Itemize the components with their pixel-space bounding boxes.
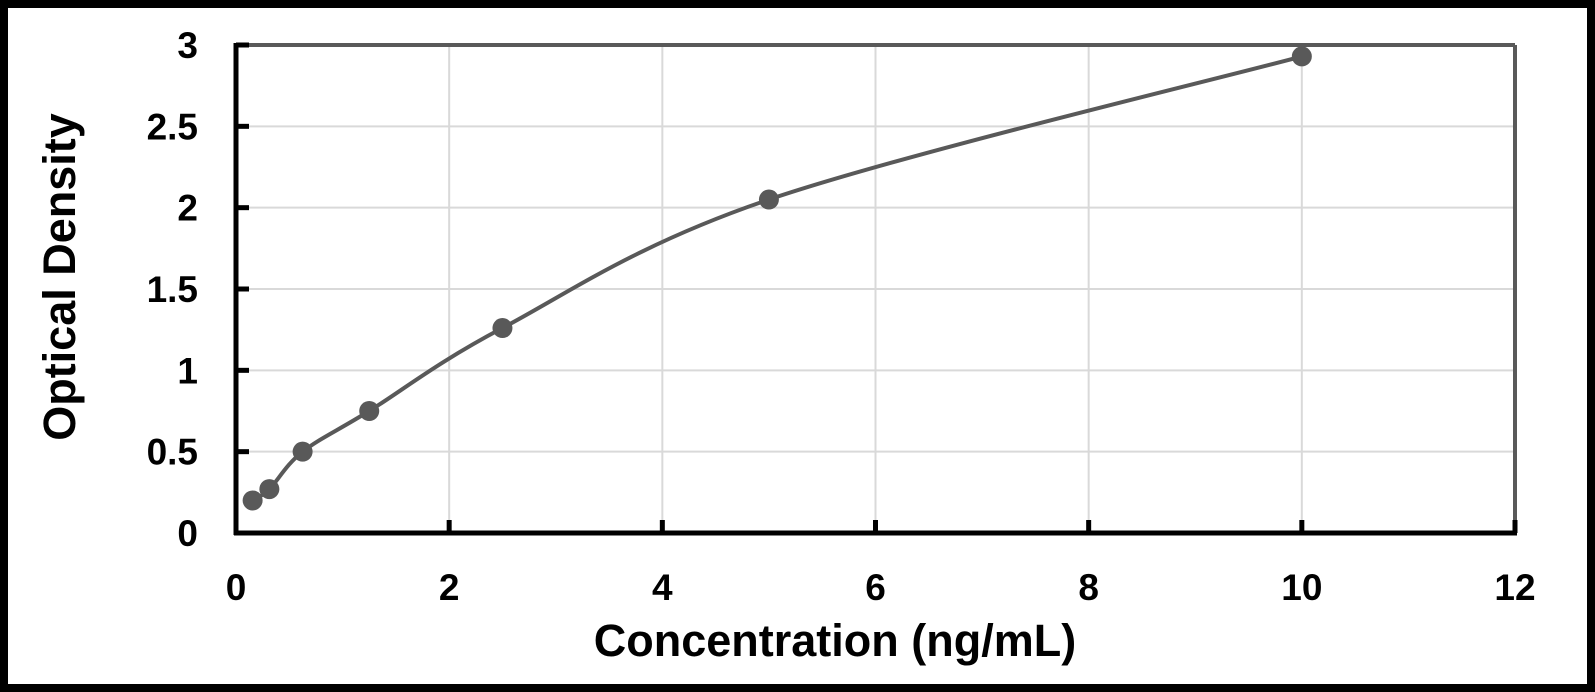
x-tick-label: 6 [865, 567, 886, 608]
x-tick-label: 12 [1494, 567, 1535, 608]
data-point-marker [259, 479, 280, 500]
x-tick-label: 10 [1281, 567, 1322, 608]
data-point-marker [492, 318, 513, 339]
standard-curve-line [250, 54, 1304, 503]
y-tick-label: 0.5 [147, 432, 198, 473]
data-point-marker [758, 189, 779, 210]
data-point-marker [359, 401, 380, 421]
y-tick-label: 1.5 [147, 269, 198, 310]
x-tick-label: 8 [1078, 567, 1099, 608]
y-axis-title: Optical Density [34, 113, 85, 441]
y-tick-label: 3 [177, 25, 198, 66]
x-tick-label: 4 [652, 567, 673, 608]
y-tick-label: 1 [177, 350, 198, 391]
data-point-marker [242, 490, 263, 511]
x-tick-label: 0 [226, 567, 247, 608]
data-point-marker [1291, 46, 1312, 67]
x-tick-label: 2 [439, 567, 460, 608]
y-tick-label: 0 [177, 513, 198, 554]
x-axis-title: Concentration (ng/mL) [593, 615, 1077, 666]
data-point-marker [292, 441, 313, 462]
y-tick-label: 2 [177, 188, 198, 229]
y-tick-label: 2.5 [147, 106, 198, 147]
